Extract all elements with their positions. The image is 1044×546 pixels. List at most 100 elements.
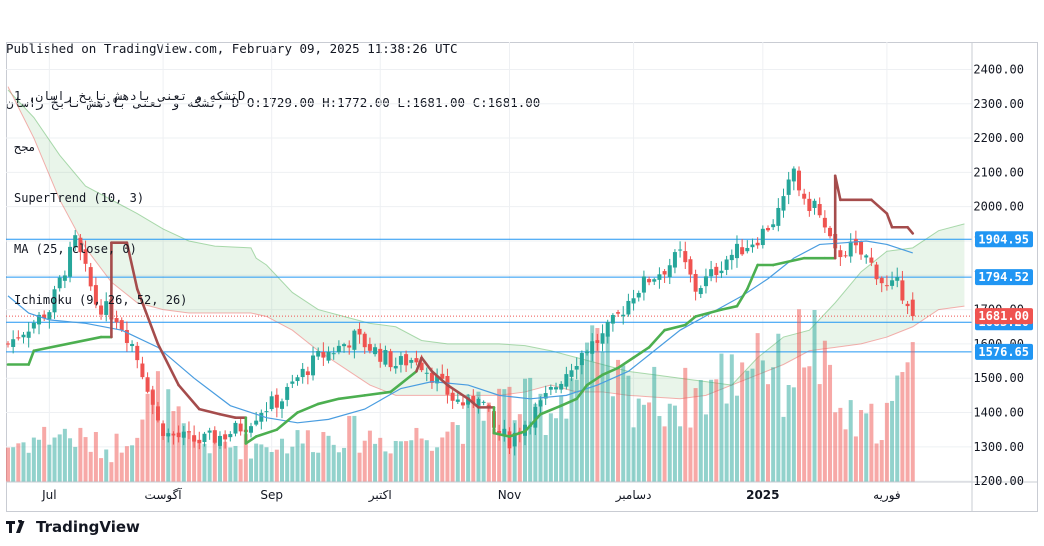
volume-bar [471,396,476,482]
volume-bar [331,444,336,482]
volume-bar [316,452,321,482]
volume-bar [776,333,781,482]
candle-body [900,280,905,301]
supertrend-segment [244,435,258,445]
supertrend-segment [363,390,392,397]
volume-bar [228,447,233,482]
volume-bar [760,360,765,482]
volume-bar [585,342,590,482]
indicator-supertrend[interactable]: SuperTrend (10, 3) [14,191,145,205]
volume-bar [264,447,269,482]
volume-bar [109,462,114,482]
volume-bar [476,391,481,482]
candle-body [838,250,843,258]
volume-bar [600,351,605,482]
price-tick-label: 1300.00 [973,440,1024,454]
candle-body [73,235,78,248]
volume-bar [419,438,424,482]
candle-body [481,401,486,403]
volume-bar [833,412,838,482]
supertrend-segment [508,430,527,438]
volume-bar [698,380,703,482]
candle-body [311,355,316,376]
candle-body [207,430,212,433]
candle-body [512,432,517,447]
candle-body [554,387,559,390]
volume-bar [31,437,36,482]
candle-body [259,412,264,422]
volume-bar [37,439,42,482]
volume-bar [362,440,367,482]
candle-body [52,289,57,313]
volume-bar [217,439,222,482]
candle-body [786,179,791,195]
supertrend-segment [663,323,687,332]
candle-body [68,246,73,277]
volume-bar [300,443,305,482]
candle-body [621,314,626,317]
supertrend-segment [539,404,563,416]
candle-body [166,433,171,437]
candle-body [280,401,285,409]
candle-body [140,363,145,378]
supertrend-segment [523,412,542,433]
volume-bar [755,333,760,482]
volume-bar [68,438,73,482]
indicator-ichimoku[interactable]: Ichimoku (9, 26, 52, 26) [14,293,188,307]
candle-body [269,396,274,410]
supertrend-segment [275,411,299,431]
volume-bars [6,309,915,482]
candle-body [745,247,750,252]
volume-bar [73,446,78,482]
candle-body [750,244,755,248]
price-line-tag [975,231,1033,248]
volume-bar [574,379,579,482]
supertrend-segment [616,356,635,370]
candle-body [683,251,688,263]
supertrend-segment [720,304,739,311]
price-tick-label: 1200.00 [973,474,1024,488]
candle-body [569,370,574,377]
volume-bar [404,441,409,482]
volume-bar [672,405,677,482]
candle-body [264,411,269,413]
volume-bar [791,387,796,482]
candle-body [217,435,222,446]
candle-body [11,339,16,347]
candle-body [119,320,124,331]
volume-bar [683,367,688,482]
volume-bar [336,452,341,482]
volume-bar [781,416,786,482]
price-tick-label: 1400.00 [973,406,1024,420]
candlestick-chart[interactable]: 1200.001300.001400.001500.001600.001700.… [6,42,1038,512]
volume-bar [42,426,47,482]
candle-body [316,350,321,357]
candle-body [543,393,548,399]
candle-body [636,292,641,298]
volume-bar [181,423,186,482]
supertrend-segment [559,397,579,407]
candle-body [26,331,31,338]
volume-bar [817,384,822,482]
candle-body [321,352,326,358]
candle-body [548,387,553,390]
volume-bar [771,367,776,482]
supertrend-segment [125,241,139,291]
candle-body [248,426,253,433]
candle-body [78,237,83,253]
volume-bar [709,379,714,482]
volume-bar [11,447,16,482]
price-line-label: 1576.65 [978,345,1029,359]
publish-line: Published on TradingView.com, February 0… [6,41,458,56]
volume-bar [233,445,238,482]
volume-bar [26,452,31,482]
time-tick-label: فوریه [873,488,901,503]
volume-bar [145,393,150,482]
volume-bar [259,444,264,482]
volume-bar [223,441,228,482]
volume-bar [693,388,698,482]
supertrend-segment [647,328,666,349]
supertrend-segment [746,263,759,291]
indicator-ma[interactable]: MA (25, close, 0) [14,242,137,256]
candle-body [336,345,341,353]
